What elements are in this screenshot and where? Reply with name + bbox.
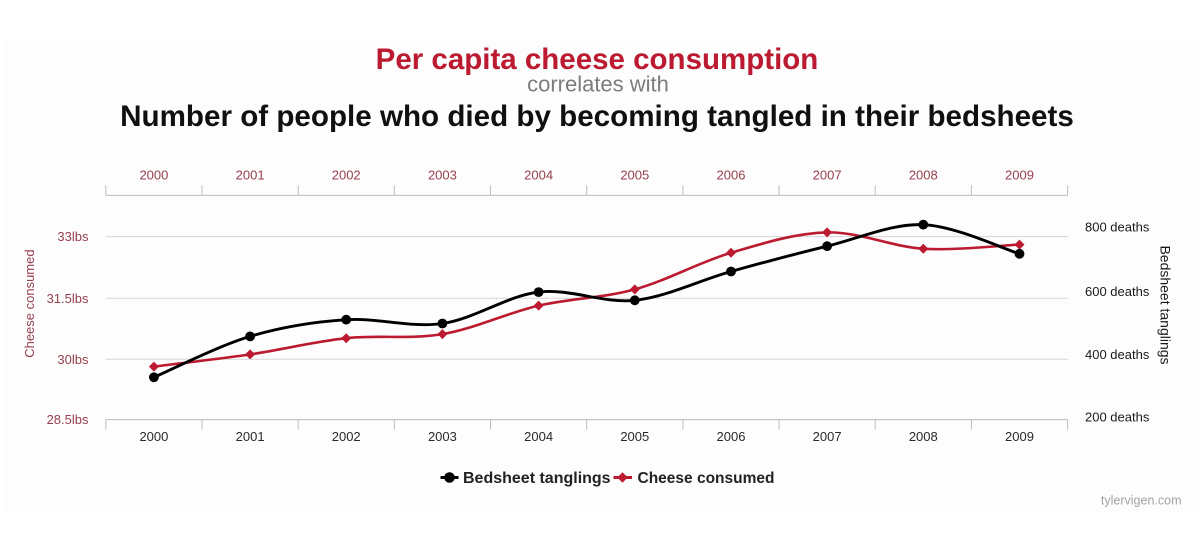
svg-text:correlates with: correlates with — [527, 71, 669, 96]
svg-text:Cheese consumed: Cheese consumed — [22, 249, 37, 357]
svg-text:28.5lbs: 28.5lbs — [47, 412, 89, 427]
svg-text:2007: 2007 — [813, 167, 842, 182]
svg-text:31.5lbs: 31.5lbs — [47, 291, 89, 306]
svg-text:33lbs: 33lbs — [57, 229, 89, 244]
svg-text:800 deaths: 800 deaths — [1085, 220, 1150, 235]
svg-text:2003: 2003 — [428, 167, 457, 182]
svg-text:2009: 2009 — [1005, 429, 1034, 444]
svg-text:200 deaths: 200 deaths — [1085, 410, 1150, 425]
svg-text:Bedsheet tanglings: Bedsheet tanglings — [463, 470, 611, 487]
svg-text:2008: 2008 — [909, 429, 938, 444]
svg-text:2008: 2008 — [909, 167, 938, 182]
svg-text:Bedsheet tanglings: Bedsheet tanglings — [1157, 245, 1173, 364]
svg-text:2001: 2001 — [236, 429, 265, 444]
svg-text:400 deaths: 400 deaths — [1085, 347, 1150, 362]
svg-text:2002: 2002 — [332, 167, 361, 182]
svg-text:2003: 2003 — [428, 429, 457, 444]
svg-text:Number of people who died by b: Number of people who died by becoming ta… — [120, 100, 1074, 133]
svg-text:30lbs: 30lbs — [57, 352, 89, 367]
svg-text:2002: 2002 — [332, 429, 361, 444]
svg-text:2005: 2005 — [620, 429, 649, 444]
svg-text:tylervigen.com: tylervigen.com — [1101, 493, 1182, 507]
svg-text:Per capita cheese consumption: Per capita cheese consumption — [376, 43, 819, 76]
svg-text:2000: 2000 — [139, 429, 168, 444]
svg-text:2006: 2006 — [717, 429, 746, 444]
svg-text:2000: 2000 — [139, 167, 168, 182]
svg-text:2004: 2004 — [524, 167, 553, 182]
svg-text:2004: 2004 — [524, 429, 553, 444]
svg-text:2006: 2006 — [717, 167, 746, 182]
svg-text:Cheese consumed: Cheese consumed — [638, 470, 775, 487]
svg-text:2005: 2005 — [620, 167, 649, 182]
svg-text:2001: 2001 — [236, 167, 265, 182]
svg-text:600 deaths: 600 deaths — [1085, 284, 1150, 299]
svg-text:2007: 2007 — [813, 429, 842, 444]
svg-text:2009: 2009 — [1005, 167, 1034, 182]
